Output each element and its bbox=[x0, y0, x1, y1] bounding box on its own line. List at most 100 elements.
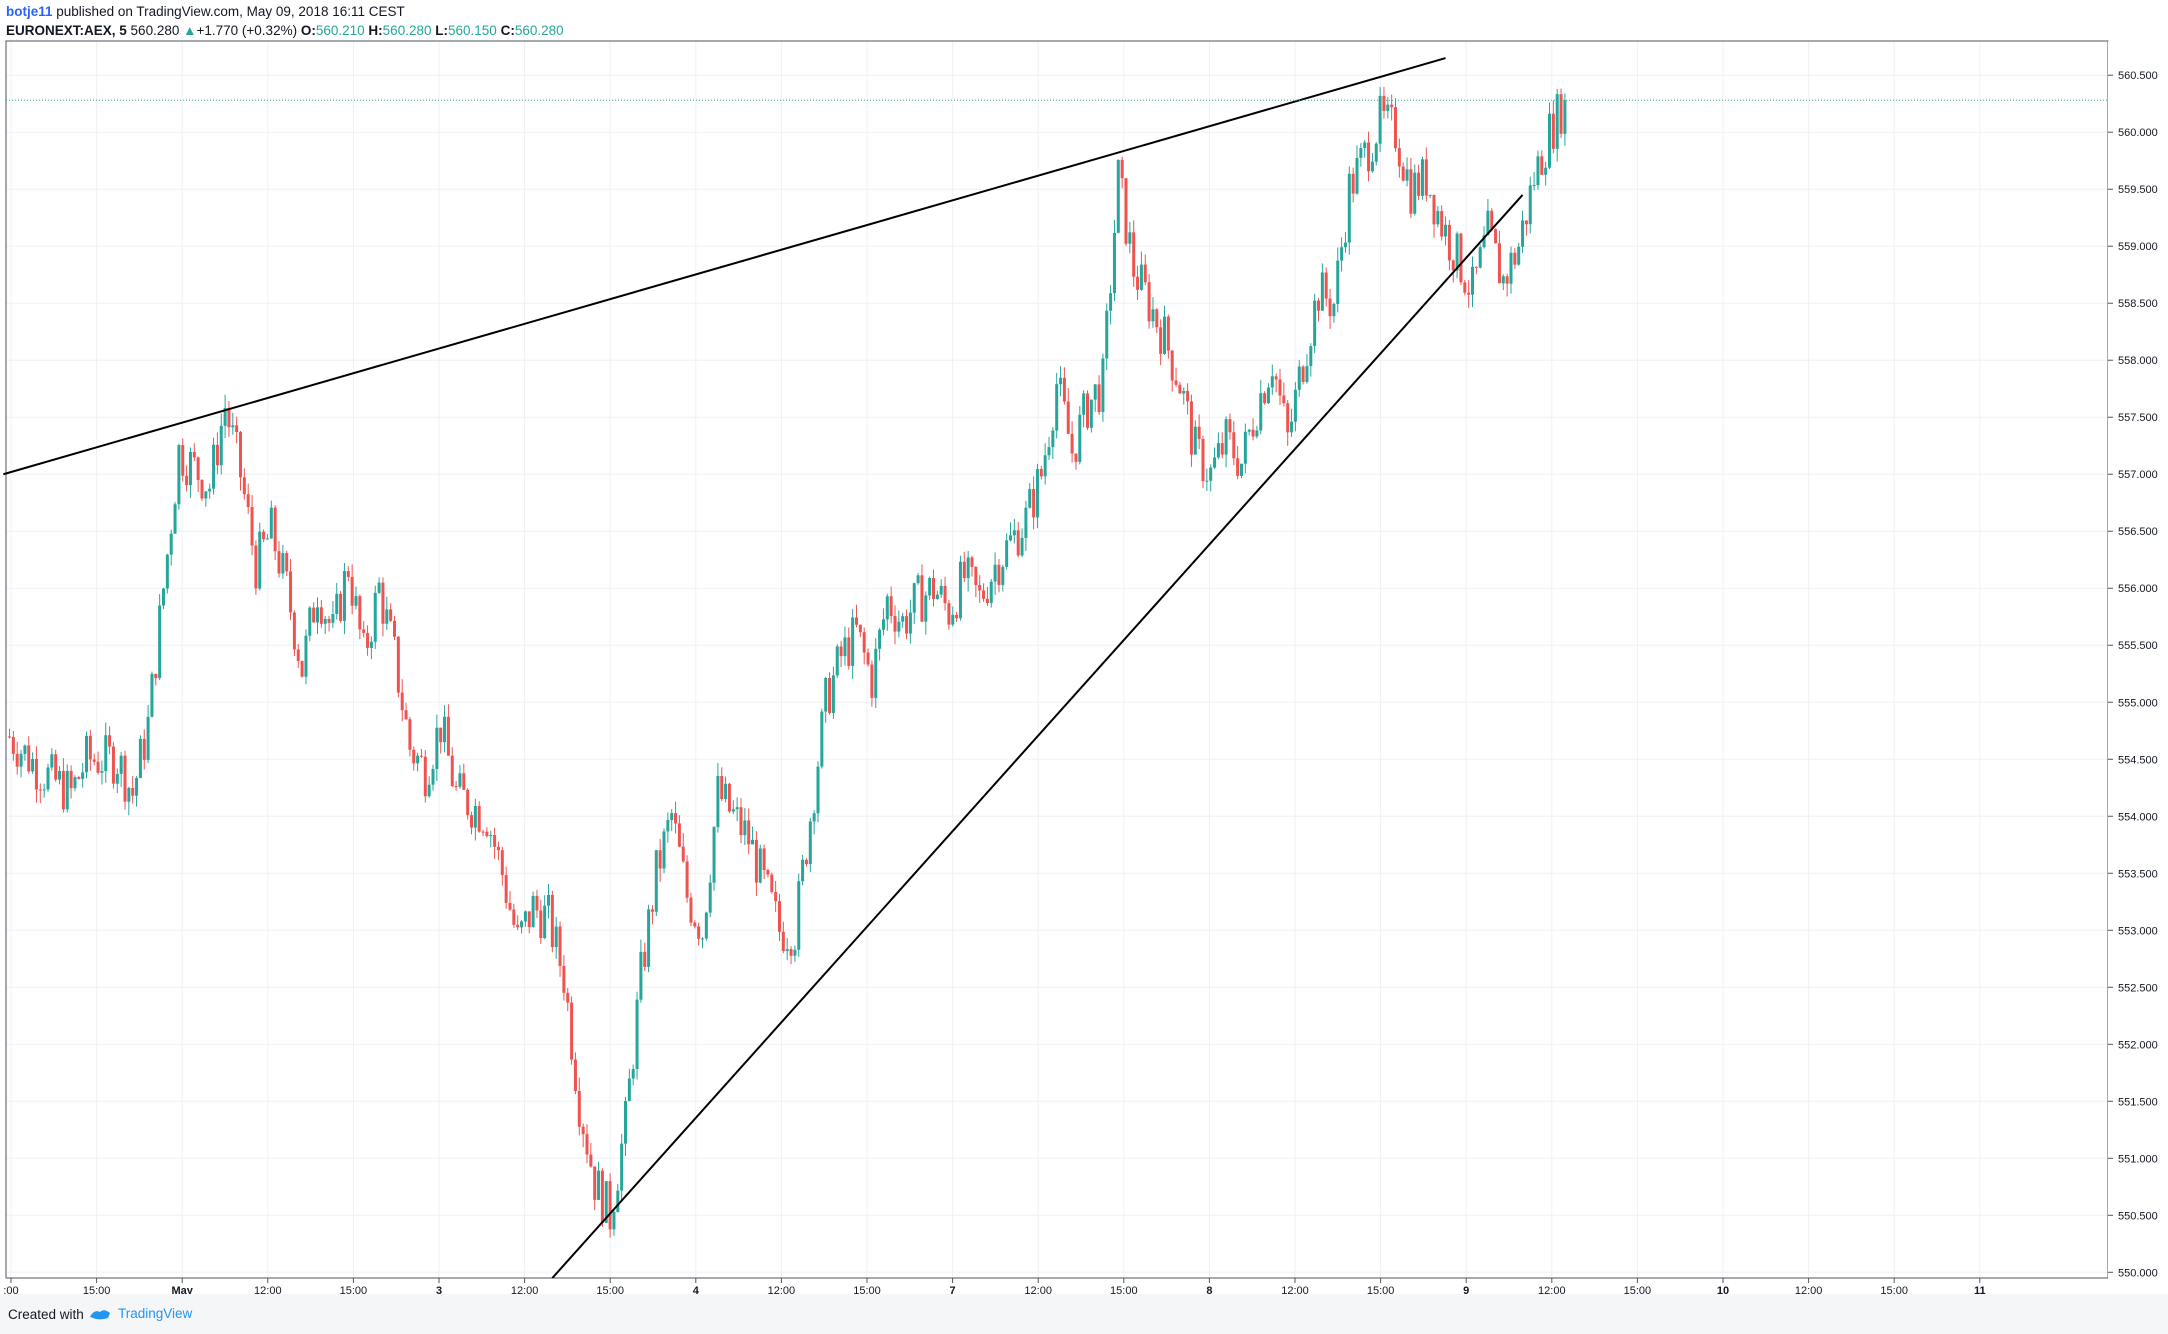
candle-body bbox=[1066, 401, 1070, 434]
x-tick-label: 15:00 bbox=[853, 1285, 881, 1294]
candle bbox=[158, 593, 162, 681]
candle bbox=[493, 827, 497, 859]
candle bbox=[1486, 199, 1490, 236]
candle bbox=[1263, 391, 1267, 405]
open-value: 560.210 bbox=[315, 23, 365, 38]
candle bbox=[1059, 366, 1063, 397]
candle-body bbox=[670, 813, 674, 821]
candle bbox=[1266, 383, 1270, 404]
y-tick-label: 553.000 bbox=[2118, 925, 2158, 937]
candle bbox=[1078, 406, 1082, 465]
candle-body bbox=[951, 614, 955, 625]
candle-body bbox=[1386, 104, 1390, 111]
candle bbox=[431, 764, 435, 791]
candle bbox=[1240, 463, 1243, 479]
candle-body bbox=[1332, 304, 1336, 317]
price-axis[interactable]: 560.500 560.000 559.500 559.000 558.500 558.0… bbox=[2108, 41, 2168, 1290]
symbol-label[interactable]: EURONEXT:AEX, 5 bbox=[6, 23, 127, 38]
candle bbox=[520, 920, 524, 934]
candle bbox=[1189, 394, 1193, 467]
candle bbox=[354, 586, 358, 610]
candle-body bbox=[1490, 210, 1494, 230]
candle bbox=[104, 722, 108, 783]
candle-body bbox=[847, 637, 851, 666]
price-chart[interactable]: 560.28003:44 560.500 560.000 559.500 559.00… bbox=[0, 0, 2168, 1294]
candle-body bbox=[1413, 172, 1417, 214]
y-tick-label: 552.000 bbox=[2118, 1039, 2158, 1051]
candle bbox=[897, 610, 901, 638]
candle-body bbox=[169, 533, 173, 555]
candle bbox=[1532, 171, 1536, 191]
candle bbox=[450, 747, 454, 787]
time-axis[interactable]: :00 15:00 May 12:00 15:00 3 12:00 15:00 4 12:00 15… bbox=[3, 1278, 1986, 1294]
candle bbox=[600, 1168, 604, 1227]
candle-body bbox=[1286, 403, 1290, 433]
candle-body bbox=[1274, 376, 1278, 380]
candle-body bbox=[219, 425, 223, 466]
candle-body bbox=[412, 749, 416, 764]
candle-body bbox=[781, 931, 785, 952]
candle-body bbox=[1170, 350, 1174, 381]
candle-body bbox=[693, 922, 697, 927]
candle bbox=[196, 456, 200, 493]
candle bbox=[589, 1143, 593, 1168]
candle-body bbox=[839, 646, 843, 657]
candle-body bbox=[1232, 432, 1236, 459]
candle bbox=[1112, 219, 1116, 302]
candle bbox=[1293, 382, 1297, 432]
trendlines[interactable] bbox=[3, 57, 1524, 1279]
candle-body bbox=[1351, 173, 1355, 194]
candle-body bbox=[496, 846, 500, 851]
candle-body bbox=[870, 664, 874, 698]
candle bbox=[366, 625, 370, 656]
candle-body bbox=[932, 577, 935, 600]
candle-body bbox=[319, 607, 323, 624]
tradingview-link[interactable]: TradingView bbox=[88, 1306, 192, 1321]
candle-body bbox=[1428, 194, 1432, 196]
candle bbox=[485, 827, 489, 838]
candle-body bbox=[1374, 143, 1378, 162]
candle-body bbox=[989, 581, 993, 604]
candle-body bbox=[404, 710, 408, 720]
candle bbox=[789, 946, 793, 965]
candle bbox=[1282, 382, 1286, 407]
candle bbox=[1363, 140, 1367, 158]
candle bbox=[1509, 246, 1513, 294]
candle-body bbox=[1074, 453, 1078, 462]
candle-body bbox=[993, 564, 997, 582]
candle bbox=[496, 841, 500, 861]
candle bbox=[1124, 177, 1128, 247]
candle bbox=[262, 529, 266, 543]
candle-body bbox=[1136, 276, 1140, 290]
candle bbox=[346, 566, 350, 582]
candle bbox=[1313, 293, 1317, 354]
last-price: 560.280 bbox=[130, 23, 180, 38]
candle-body bbox=[1513, 252, 1517, 265]
candle-body bbox=[373, 592, 377, 642]
candle-body bbox=[920, 575, 924, 622]
candle-body bbox=[966, 557, 970, 579]
candle-body bbox=[127, 787, 131, 802]
candle bbox=[427, 776, 431, 798]
candle bbox=[720, 767, 724, 802]
candle bbox=[1228, 413, 1232, 440]
candle-body bbox=[446, 716, 450, 756]
candle bbox=[735, 797, 739, 822]
candle-body bbox=[104, 735, 108, 772]
candle bbox=[1270, 364, 1274, 395]
candle bbox=[905, 609, 909, 640]
candle-body bbox=[489, 835, 493, 837]
candle bbox=[658, 838, 662, 882]
candle-body bbox=[647, 909, 651, 967]
candle bbox=[547, 884, 550, 919]
candle bbox=[443, 705, 447, 753]
candle bbox=[19, 749, 23, 778]
candle bbox=[1467, 279, 1471, 308]
candle-body bbox=[1282, 395, 1286, 404]
author-link[interactable]: botje11 bbox=[6, 4, 53, 19]
candle bbox=[804, 858, 808, 867]
candle-body bbox=[1016, 530, 1020, 556]
candle bbox=[404, 702, 408, 720]
y-tick-label: 551.500 bbox=[2118, 1096, 2158, 1108]
candle bbox=[1420, 156, 1424, 200]
